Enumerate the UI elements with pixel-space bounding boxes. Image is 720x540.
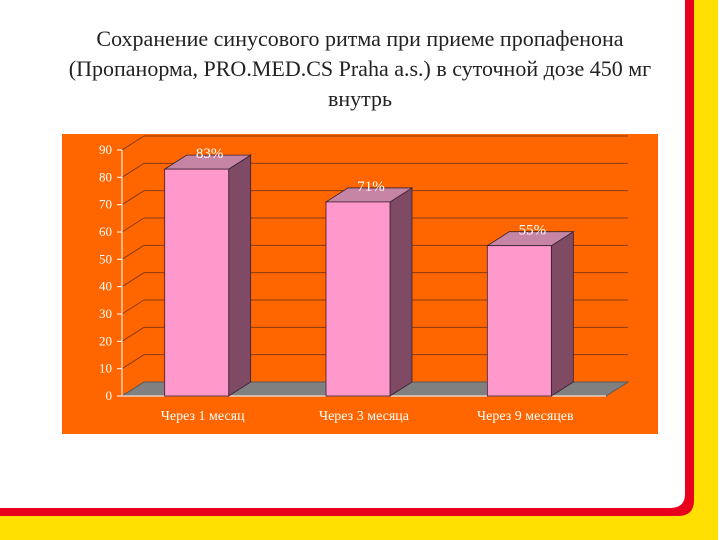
data-labels: 83% 71% 55% [196,146,546,239]
bar [485,230,575,397]
y-axis: 0 10 20 30 40 50 60 70 80 90 [99,142,123,403]
data-label: 83% [196,146,224,162]
gridline-depth [121,135,145,151]
x-category-label: Через 9 месяцев [477,409,574,424]
category-labels: Через 1 месяц Через 3 месяца Через 9 месяц… [161,409,574,424]
bar [324,187,414,397]
y-tick-label: 20 [99,333,112,348]
bar-front [325,201,391,397]
bar-side [228,154,252,397]
bar-side [389,187,413,397]
gridline-depth [121,190,145,206]
y-tick-label: 60 [99,224,112,239]
gridline-depth [121,244,145,260]
y-tick-label: 80 [99,169,112,184]
y-tick-label: 90 [99,142,112,157]
bar-front [486,245,552,397]
bar-side [550,230,574,397]
gridline-depth [121,299,145,315]
y-tick-label: 10 [99,361,112,376]
bar-front [164,168,230,397]
data-label: 71% [357,179,385,195]
bar [163,154,253,397]
chart-area: 0 10 20 30 40 50 60 70 80 90 83% 71% 55% Через 1 ме… [62,134,658,434]
bar-chart: 0 10 20 30 40 50 60 70 80 90 83% 71% 55% Через 1 ме… [62,134,658,434]
y-tick-label: 70 [99,197,112,212]
x-category-label: Через 3 месяца [319,409,410,424]
x-category-label: Через 1 месяц [161,409,245,424]
gridline-depth [121,354,145,370]
slide-title: Сохранение синусового ритма при приеме п… [68,26,652,111]
y-tick-label: 40 [99,279,112,294]
y-tick-label: 30 [99,306,112,321]
gridline-depth [121,162,145,178]
gridline-depth [121,217,145,233]
y-tick-label: 0 [106,388,113,403]
bars [163,154,575,397]
gridline-depth [121,326,145,342]
y-tick-label: 50 [99,251,112,266]
data-label: 55% [519,223,547,239]
gridline-depth [121,272,145,288]
